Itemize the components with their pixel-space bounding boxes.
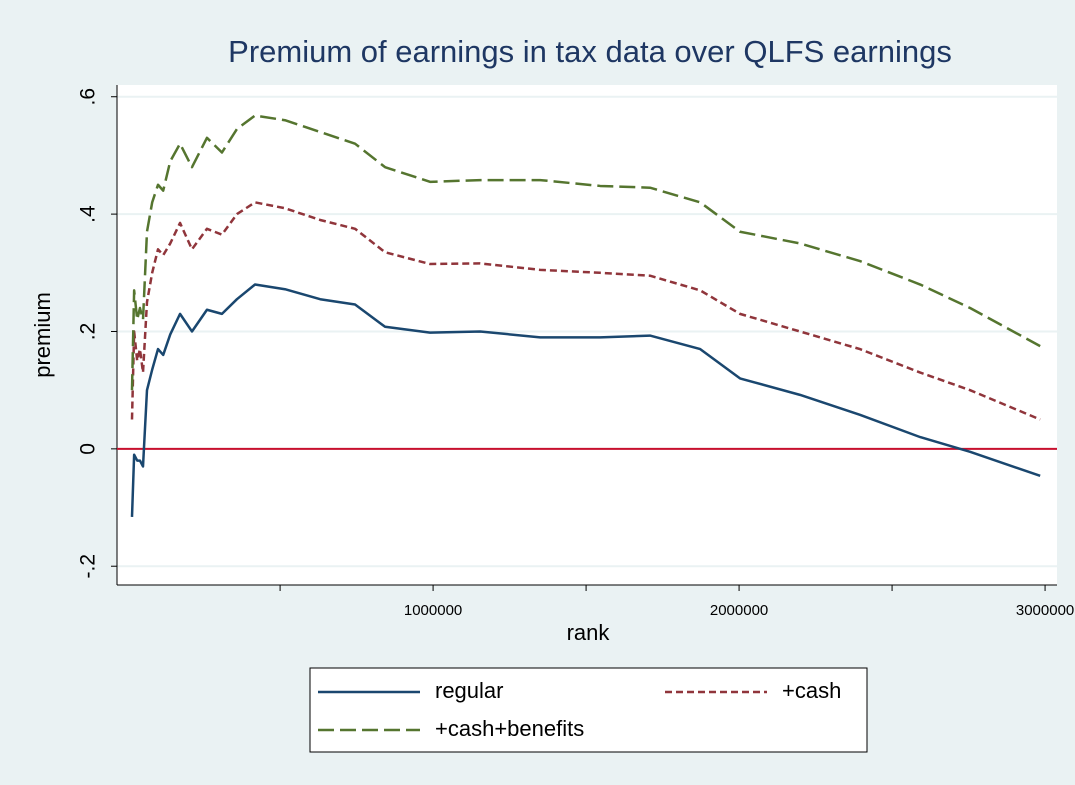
y-tick-label: .2 [77, 323, 100, 341]
x-axis-label: rank [567, 620, 611, 645]
legend-label: +cash+benefits [435, 716, 584, 741]
plot-area [117, 85, 1057, 585]
series-line [130, 283, 1041, 517]
series-line [130, 201, 1041, 421]
y-tick-label: .6 [77, 88, 100, 106]
series-line [130, 114, 1041, 391]
y-tick-label: 0 [77, 443, 100, 455]
y-axis-label: premium [30, 292, 55, 378]
y-tick-label: .4 [77, 205, 100, 223]
x-tick-label: 3000000 [1016, 602, 1074, 619]
y-tick-label: -.2 [77, 554, 100, 579]
x-tick-label: 1000000 [404, 602, 462, 619]
x-tick-label: 2000000 [710, 602, 768, 619]
legend-label: +cash [782, 678, 841, 703]
legend-label: regular [435, 678, 503, 703]
chart-title: Premium of earnings in tax data over QLF… [228, 34, 952, 69]
legend [309, 667, 868, 753]
